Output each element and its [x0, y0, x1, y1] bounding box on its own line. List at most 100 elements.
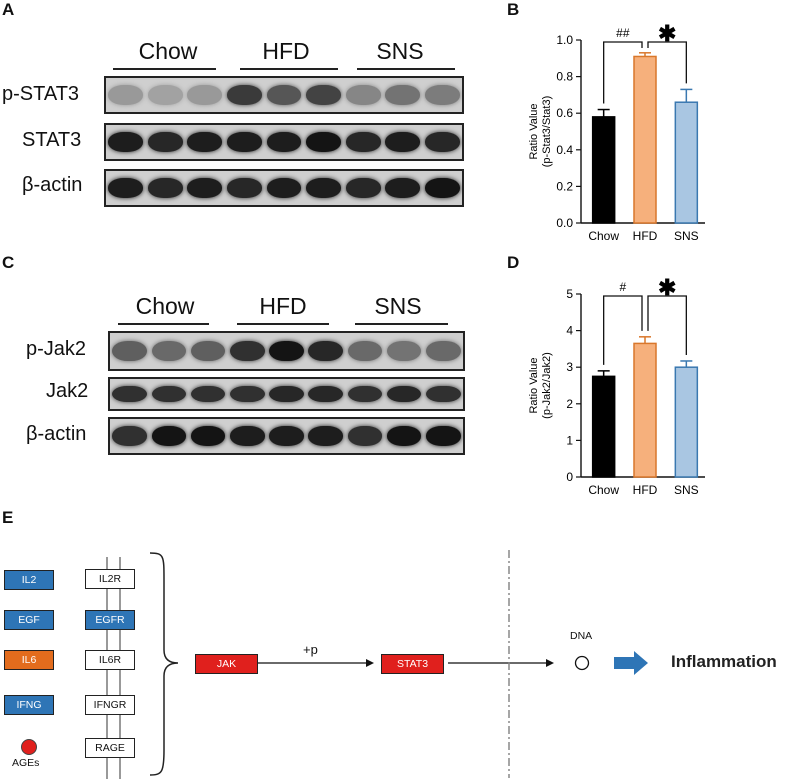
blot-band — [424, 132, 460, 152]
blot-band — [266, 178, 302, 198]
group-underline — [118, 323, 209, 325]
blot-band — [426, 426, 461, 446]
blot-band — [345, 85, 381, 105]
arrowhead — [366, 659, 374, 667]
blot-band — [151, 385, 187, 403]
panel-label-c: C — [2, 253, 15, 272]
blot-band — [190, 385, 226, 403]
western-blot-strip — [108, 417, 465, 455]
significance-bracket — [603, 41, 643, 104]
bar — [633, 55, 657, 224]
blot-row-label: p-STAT3 — [2, 83, 80, 105]
group-underline — [240, 68, 338, 70]
blot-row-label: STAT3 — [22, 129, 82, 151]
x-tick-label: HFD — [633, 229, 658, 243]
blot-row-label: Jak2 — [46, 380, 89, 402]
blot-band — [306, 178, 341, 198]
blot-band — [385, 132, 421, 152]
group-underline — [113, 68, 216, 70]
blot-band — [308, 340, 343, 362]
y-tick-label: 2 — [566, 397, 573, 411]
significance-marker: ✱ — [658, 275, 676, 300]
y-tick-label: 4 — [566, 324, 573, 338]
blot-band — [266, 85, 302, 105]
bar-chart-b: 0.0 0.2 0.4 0.6 0.8 1.0 Ratio Value (p-Stat3/St… — [528, 21, 705, 243]
blot-band — [308, 385, 343, 403]
blot-band — [306, 132, 341, 152]
ligand-egf: EGF — [4, 610, 54, 630]
group-underline — [355, 323, 448, 325]
phosphorylation-label: +p — [303, 642, 318, 657]
blot-band — [426, 340, 461, 362]
significance-bracket — [603, 295, 643, 365]
ligand-il2: IL2 — [4, 570, 54, 590]
y-axis-label-2: (p-Stat3/Stat3) — [541, 96, 553, 168]
blot-band — [386, 340, 422, 362]
blot-band — [227, 85, 262, 105]
y-tick-label: 0.6 — [556, 106, 573, 120]
ligand-ifng: IFNG — [4, 695, 54, 715]
x-tick-label: SNS — [674, 483, 699, 497]
blot-band — [187, 178, 223, 198]
y-tick-label: 0.4 — [556, 143, 573, 157]
bar — [674, 101, 699, 224]
blot-band — [108, 132, 144, 152]
blot-band — [269, 426, 304, 446]
receptor-rage: RAGE — [85, 738, 135, 758]
blot-band — [424, 85, 460, 105]
blot-band — [151, 340, 187, 362]
blot-band — [308, 426, 343, 446]
significance-bracket — [647, 41, 687, 84]
block-arrow-icon — [614, 651, 648, 675]
inflammation-label: Inflammation — [671, 652, 777, 671]
receptor-egfr: EGFR — [85, 610, 135, 630]
receptor-il2r: IL2R — [85, 569, 135, 589]
bar — [591, 116, 616, 224]
blot-band — [266, 132, 302, 152]
blot-band — [147, 85, 183, 105]
western-blot-strip — [104, 76, 464, 114]
receptor-ifngr: IFNGR — [85, 695, 135, 715]
blot-band — [345, 132, 381, 152]
blot-band — [187, 85, 223, 105]
significance-marker: # — [619, 280, 626, 294]
group-label-hfd: HFD — [262, 38, 310, 64]
blot-band — [385, 178, 421, 198]
bar — [591, 375, 616, 478]
blot-band — [227, 178, 262, 198]
panel-label-a: A — [2, 0, 15, 19]
x-tick-label: Chow — [588, 483, 619, 497]
panel-label-b: B — [507, 0, 520, 19]
group-label-chow: Chow — [138, 38, 198, 64]
bar — [633, 342, 657, 478]
blot-row-label: β-actin — [22, 174, 83, 196]
blot-band — [230, 426, 265, 446]
blot-band — [108, 178, 144, 198]
y-tick-label: 3 — [566, 360, 573, 374]
y-tick-label: 0.8 — [556, 70, 573, 84]
western-blot-strip — [108, 377, 465, 411]
curly-brace — [149, 552, 179, 776]
ligand-ages-label: AGEs — [12, 757, 40, 769]
jak-box: JAK — [195, 654, 258, 674]
blot-band — [108, 85, 144, 105]
y-tick-label: 0.2 — [556, 179, 573, 193]
significance-marker: ## — [616, 26, 630, 40]
group-label-sns: SNS — [374, 293, 422, 319]
y-axis-label-2: (p-Jak2/Jak2) — [541, 352, 553, 419]
blot-band — [151, 426, 187, 446]
dna-circle-icon — [574, 655, 590, 671]
blot-band — [147, 132, 183, 152]
blot-band — [385, 85, 421, 105]
group-underline — [357, 68, 455, 70]
y-axis-label: Ratio Value — [528, 103, 540, 159]
panel-label-d: D — [507, 253, 520, 272]
group-label-sns: SNS — [376, 38, 424, 64]
blot-band — [269, 385, 304, 403]
stat3-box: STAT3 — [381, 654, 444, 674]
blot-band — [424, 178, 460, 198]
significance-bracket — [647, 295, 687, 355]
blot-row-label: β-actin — [26, 423, 87, 445]
blot-band — [386, 385, 422, 403]
blot-band — [190, 426, 226, 446]
